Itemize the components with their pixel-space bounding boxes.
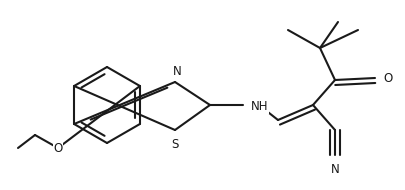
Text: NH: NH bbox=[251, 101, 269, 113]
Text: N: N bbox=[173, 65, 181, 78]
Text: O: O bbox=[383, 71, 392, 85]
Text: O: O bbox=[53, 142, 63, 154]
Text: S: S bbox=[171, 138, 179, 151]
Text: N: N bbox=[330, 163, 339, 176]
